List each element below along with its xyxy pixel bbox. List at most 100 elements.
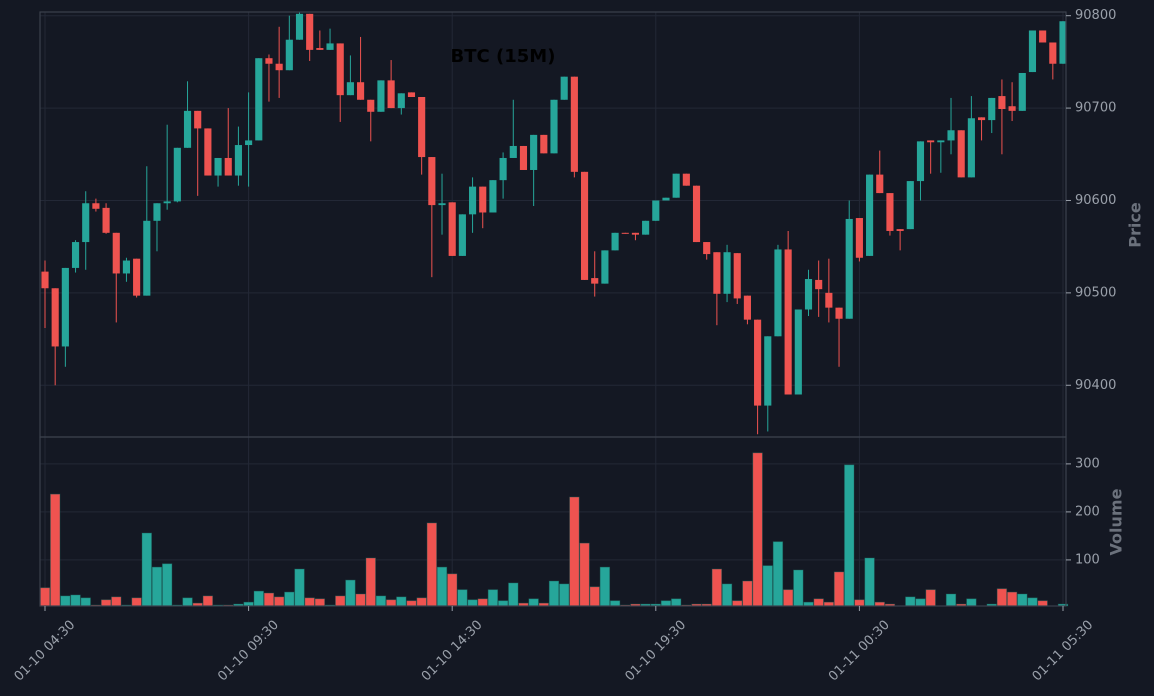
candle-body (652, 200, 660, 221)
volume-bar (711, 568, 723, 607)
volume-bar (487, 589, 499, 607)
candle-body (1008, 106, 1016, 111)
candle-body (133, 258, 141, 296)
candle-body (51, 288, 59, 347)
candle-body (896, 229, 904, 231)
candle-body (367, 99, 375, 112)
candle-body (275, 63, 283, 71)
candle-body (927, 140, 935, 143)
volume-bar (436, 566, 448, 607)
candle-body (835, 307, 843, 319)
volume-bar (100, 599, 112, 607)
candle-body (743, 295, 751, 320)
candle-body (295, 13, 304, 40)
plot-layer (39, 12, 1069, 607)
volume-tick-label: 100 (1075, 552, 1100, 567)
volume-bar (721, 583, 733, 607)
candle-body (214, 157, 222, 176)
volume-bar (426, 522, 438, 607)
volume-bar (416, 597, 427, 607)
candle-body (601, 250, 609, 284)
volume-bar (1037, 600, 1048, 607)
volume-bar (813, 598, 824, 607)
volume-bar (365, 557, 376, 607)
candle-body (998, 96, 1006, 110)
volume-bar (131, 597, 142, 607)
candle-body (204, 128, 212, 176)
candle-body (173, 147, 181, 202)
volume-bar (609, 600, 621, 607)
candle-body (377, 80, 385, 112)
price-tick-label: 90400 (1075, 378, 1116, 393)
volume-bar (80, 597, 91, 607)
candle-body (265, 58, 273, 64)
volume-bar (508, 582, 519, 607)
candle-body (550, 99, 558, 154)
volume-bar (314, 598, 326, 607)
candle-body (937, 140, 945, 143)
candle-body (692, 185, 701, 243)
candle-body (570, 76, 578, 172)
candle-body (672, 173, 680, 198)
volume-bar (385, 599, 397, 607)
volume-bar (915, 598, 926, 607)
candle-body (1039, 30, 1047, 43)
volume-bar (1027, 597, 1038, 607)
volume-tick-label: 200 (1075, 504, 1100, 519)
volume-bar (467, 599, 478, 607)
volume-bar (670, 598, 682, 607)
candle-body (866, 174, 874, 256)
candle-body (499, 157, 507, 181)
volume-bar (854, 599, 865, 607)
candle-body (112, 232, 120, 274)
volume-bar (793, 569, 804, 607)
candle-body (642, 220, 650, 235)
volume-bar (355, 593, 366, 607)
volume-bar (477, 598, 488, 607)
volume-bar (263, 592, 275, 607)
volume-bar (111, 596, 122, 607)
candle-body (794, 309, 802, 395)
candle-body (438, 203, 446, 206)
candle-body (713, 252, 721, 294)
candle-body (468, 186, 477, 215)
volume-bar (528, 598, 539, 607)
volume-bar (39, 587, 51, 607)
candle-body (804, 279, 813, 310)
candle-body (845, 218, 853, 319)
volume-bar (660, 600, 672, 607)
volume-bar (284, 591, 295, 607)
candle-body (957, 130, 965, 178)
candle-body (1028, 30, 1037, 73)
volume-bar (589, 586, 600, 607)
volume-bar (752, 452, 763, 607)
volume-bar (335, 595, 346, 607)
volume-bar (599, 566, 611, 607)
candle-body (316, 48, 324, 50)
volume-bar (925, 589, 936, 607)
candle-body (387, 80, 395, 109)
candle-body (784, 249, 792, 395)
volume-bar (202, 595, 214, 607)
candle-body (988, 97, 996, 121)
candle-body (723, 252, 731, 294)
volume-bar (151, 566, 163, 607)
candle-body (245, 140, 253, 146)
volume-bar (60, 595, 71, 607)
volume-bar (1017, 593, 1028, 607)
candle-body (122, 260, 131, 274)
candle-body (1018, 72, 1026, 111)
volume-bar (742, 580, 753, 607)
candle-body (346, 82, 354, 96)
price-axis-label: Price (1126, 202, 1145, 248)
candle-body (530, 134, 538, 170)
candle-body (815, 279, 823, 290)
candle-body (479, 186, 487, 213)
price-tick-label: 90800 (1075, 8, 1116, 23)
candle-body (71, 242, 80, 268)
candle-body (754, 319, 762, 406)
candle-body (540, 134, 548, 154)
volume-bar (345, 579, 356, 607)
candle-body (183, 110, 192, 148)
candle-body (224, 157, 232, 176)
